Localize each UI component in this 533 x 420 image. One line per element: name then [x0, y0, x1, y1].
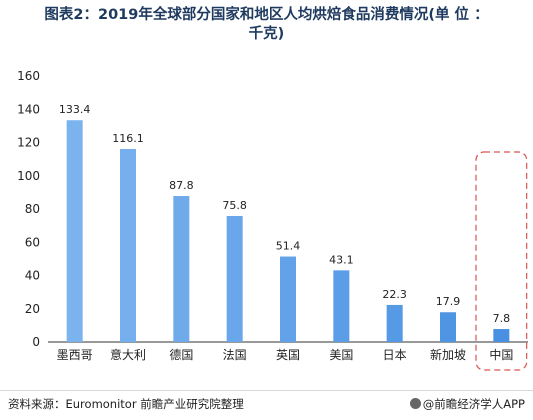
bar [66, 120, 83, 342]
x-tick-label: 意大利 [110, 347, 146, 362]
bar [440, 312, 456, 342]
bar [493, 329, 510, 342]
x-tick-label: 墨西哥 [57, 348, 93, 362]
data-label: 51.4 [276, 240, 301, 253]
data-labels: 133.4 116.1 87.8 75.8 51.4 43.1 22.3 17.9 7.8 [59, 103, 510, 325]
data-label: 87.8 [169, 179, 194, 192]
data-label: 43.1 [329, 253, 354, 266]
bar [173, 196, 190, 342]
brand-logo-icon [409, 398, 421, 409]
data-label: 7.8 [493, 312, 511, 325]
data-label: 75.8 [222, 199, 247, 212]
y-tick-label: 80 [25, 202, 40, 216]
x-tick-label: 中国 [489, 347, 513, 362]
data-label: 17.9 [436, 295, 461, 308]
y-tick-label: 120 [17, 136, 40, 150]
y-tick-label: 100 [17, 169, 40, 183]
data-label: 116.1 [112, 132, 144, 145]
bar [333, 270, 350, 342]
x-tick-label: 英国 [276, 348, 300, 362]
bar [280, 256, 296, 342]
y-axis: 0 20 40 60 80 100 120 140 160 [17, 69, 40, 349]
y-tick-label: 60 [25, 235, 40, 249]
y-tick-label: 40 [25, 269, 40, 283]
y-tick-label: 20 [25, 302, 40, 316]
bar [120, 148, 136, 342]
x-tick-label: 德国 [169, 347, 193, 362]
bar [226, 215, 243, 342]
data-label: 22.3 [382, 288, 407, 301]
brand-text: @前瞻经济学人APP [422, 397, 525, 411]
chart-title-line1: 图表2：2019年全球部分国家和地区人均烘焙食品消费情况(单 位 ： [44, 7, 489, 23]
bars [66, 120, 510, 342]
chart-title-line2: 千克) [248, 26, 285, 42]
chart-title: 图表2：2019年全球部分国家和地区人均烘焙食品消费情况(单 位 ： 千克) [0, 6, 533, 44]
x-tick-label: 法国 [223, 348, 247, 362]
y-tick-label: 0 [32, 335, 40, 349]
x-tick-label: 新加坡 [430, 347, 466, 362]
x-tick-label: 日本 [383, 348, 407, 362]
data-label: 133.4 [59, 103, 91, 116]
bar-chart: 0 20 40 60 80 100 120 140 160 墨西哥 意大利 德国 法国 英国 美国 日本 新加… [17, 69, 528, 371]
y-tick-label: 160 [17, 69, 40, 83]
y-tick-label: 140 [17, 102, 40, 116]
bar [386, 304, 403, 342]
x-tick-label: 美国 [329, 348, 353, 362]
x-axis: 墨西哥 意大利 德国 法国 英国 美国 日本 新加坡 中国 [48, 341, 528, 362]
source-note: 资料来源：Euromonitor 前瞻产业研究院整理 [8, 397, 244, 411]
brand-credit: @前瞻经济学人APP [409, 396, 525, 412]
footer-divider [0, 390, 533, 391]
